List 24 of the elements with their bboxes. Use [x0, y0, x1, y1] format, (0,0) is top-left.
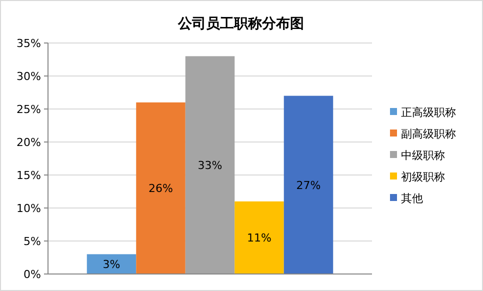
legend-label: 中级职称	[401, 149, 445, 162]
y-tick-label: 25%	[16, 103, 41, 116]
y-tick-label: 30%	[16, 70, 41, 83]
bar	[136, 102, 186, 274]
bar	[185, 56, 235, 274]
data-label: 11%	[247, 232, 272, 245]
bar	[234, 201, 284, 274]
chart-title: 公司员工职称分布图	[177, 16, 304, 32]
y-tick-label: 0%	[24, 268, 41, 281]
y-tick-label: 5%	[24, 235, 41, 248]
data-label: 27%	[296, 178, 321, 192]
y-tick-label: 35%	[16, 37, 41, 50]
data-label: 26%	[148, 182, 173, 196]
bar	[284, 96, 334, 274]
legend-label: 副高级职称	[401, 128, 456, 140]
legend-label: 正高级职称	[401, 106, 456, 119]
data-label: 33%	[198, 159, 222, 172]
y-tick-label: 15%	[16, 169, 41, 182]
legend-label: 其他	[401, 192, 423, 205]
data-label: 3%	[102, 258, 120, 272]
y-tick-label: 20%	[16, 136, 41, 149]
legend-label: 初级职称	[401, 170, 445, 184]
bar	[86, 254, 136, 274]
y-tick-label: 10%	[16, 202, 41, 215]
